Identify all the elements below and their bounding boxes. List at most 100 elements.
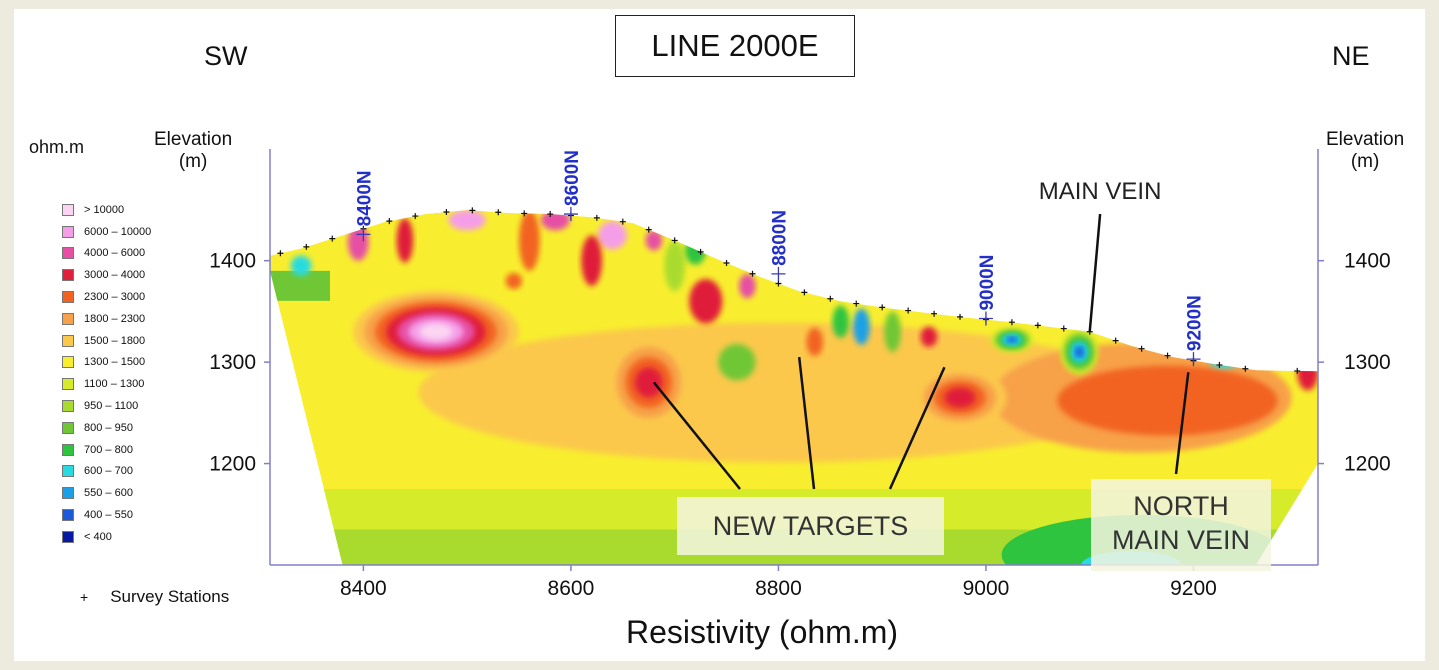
y-tick-label-right: 1300 [1344, 351, 1391, 374]
legend-label: 700 – 800 [84, 443, 133, 456]
survey-station-marker [827, 295, 834, 302]
legend-swatch [62, 400, 74, 413]
surface-anomaly [689, 278, 723, 324]
survey-station-marker [931, 310, 938, 317]
legend-label: 600 – 700 [84, 465, 133, 478]
anomaly-contour [1075, 347, 1084, 357]
station-marker [356, 227, 371, 242]
legend-swatch [62, 269, 74, 282]
anomaly-contour [1007, 337, 1017, 343]
station-label: 8600N [562, 150, 583, 206]
legend-label: 6000 – 10000 [84, 225, 152, 238]
surface-anomaly [396, 218, 414, 263]
legend-label: < 400 [84, 530, 112, 543]
x-axis-title: Resistivity (ohm.m) [626, 614, 899, 650]
survey-station-marker [547, 211, 554, 218]
surface-anomaly [685, 236, 706, 265]
surface-anomaly [739, 273, 756, 299]
station-label: 8400N [354, 170, 375, 226]
legend-item: 400 – 550 [62, 504, 151, 526]
survey-station-marker [671, 237, 678, 244]
survey-station-marker [697, 248, 704, 255]
station-label: 9000N [977, 255, 998, 311]
anomaly-contour [634, 367, 663, 398]
x-tick-label: 8600 [548, 577, 595, 600]
legend-label: 2300 – 3000 [84, 291, 146, 304]
left-axis-title-line2: (m) [178, 151, 208, 172]
legend-label: 4000 – 6000 [84, 247, 146, 260]
survey-station-marker [619, 218, 626, 225]
survey-station-marker [521, 210, 528, 217]
legend-label: 800 – 950 [84, 421, 133, 434]
legend-swatch [62, 312, 74, 325]
survey-station-marker [329, 235, 336, 242]
survey-station-marker [879, 304, 886, 311]
legend-label: 1300 – 1500 [84, 356, 146, 369]
legend-item: 550 – 600 [62, 482, 151, 504]
survey-station-marker [1060, 325, 1067, 332]
surface-anomaly [290, 255, 312, 276]
legend-item: < 400 [62, 526, 151, 548]
survey-station-marker [277, 250, 284, 257]
survey-station-marker [1138, 345, 1145, 352]
corner-ne: NE [1332, 41, 1370, 71]
legend-label: 400 – 550 [84, 509, 133, 522]
legend-label: 550 – 600 [84, 487, 133, 500]
legend-item: 3000 – 4000 [62, 264, 151, 286]
legend-swatch [62, 203, 74, 216]
new-target-pointer [797, 356, 816, 490]
survey-station-marker [775, 280, 782, 287]
surface-anomaly [1210, 356, 1240, 369]
legend-item: 950 – 1100 [62, 395, 151, 417]
left-axis-title-line1: Elevation [154, 129, 233, 150]
survey-station-marker [1216, 361, 1223, 368]
left-axis-title: Elevation (m) [154, 129, 232, 173]
survey-station-marker [645, 226, 652, 233]
legend-swatch [62, 509, 74, 522]
legend-swatch [62, 225, 74, 238]
survey-station-marker [469, 207, 476, 214]
survey-station-marker [1008, 319, 1015, 326]
surface-anomaly [832, 305, 849, 338]
surface-anomaly [806, 327, 824, 357]
surface-anomaly [884, 311, 901, 353]
surface-anomaly [505, 272, 523, 290]
legend-item: 1500 – 1800 [62, 330, 151, 352]
x-tick-label: 8400 [340, 577, 387, 600]
y-tick-label-left: 1300 [209, 351, 256, 374]
surface-anomaly [664, 240, 686, 292]
north-main-vein-label: NORTH MAIN VEIN [1091, 479, 1271, 571]
legend-swatch [62, 443, 74, 456]
right-axis-title: Elevation (m) [1326, 129, 1404, 173]
station-marker [771, 266, 786, 281]
survey-station-marker [495, 209, 502, 216]
new-targets-label: NEW TARGETS [677, 497, 944, 555]
survey-station-marker [1034, 322, 1041, 329]
legend-swatch [62, 530, 74, 543]
right-axis-title-line2: (m) [1350, 151, 1380, 172]
legend-item: 4000 – 6000 [62, 243, 151, 265]
surface-anomaly [519, 210, 540, 271]
north-main-vein-line1: NORTH [1133, 491, 1229, 521]
survey-station-marker [957, 313, 964, 320]
legend-swatch [62, 356, 74, 369]
legend-swatch [62, 465, 74, 478]
legend-label: 1800 – 2300 [84, 312, 146, 325]
main-vein-label: MAIN VEIN [1039, 178, 1162, 205]
legend-item: 6000 – 10000 [62, 221, 151, 243]
survey-station-marker [386, 218, 393, 225]
north-main-vein-pointer [1174, 372, 1190, 475]
survey-station-marker [801, 289, 808, 296]
right-axis-title-line1: Elevation [1326, 129, 1405, 150]
survey-stations-label: Survey Stations [110, 587, 230, 606]
legend-item: > 10000 [62, 199, 151, 221]
y-tick-label-right: 1400 [1344, 250, 1391, 273]
main-vein-pointer [1088, 213, 1102, 332]
station-marker [978, 311, 993, 326]
legend-item: 1800 – 2300 [62, 308, 151, 330]
mid-band [1057, 365, 1278, 436]
legend-swatch [62, 378, 74, 391]
surface-anomaly [645, 230, 663, 251]
resistivity-section: 1200 1200 1300 1300 1400 1400 8400 8600 8800 9000… [209, 149, 1391, 600]
station-label: 9200N [1184, 295, 1205, 351]
